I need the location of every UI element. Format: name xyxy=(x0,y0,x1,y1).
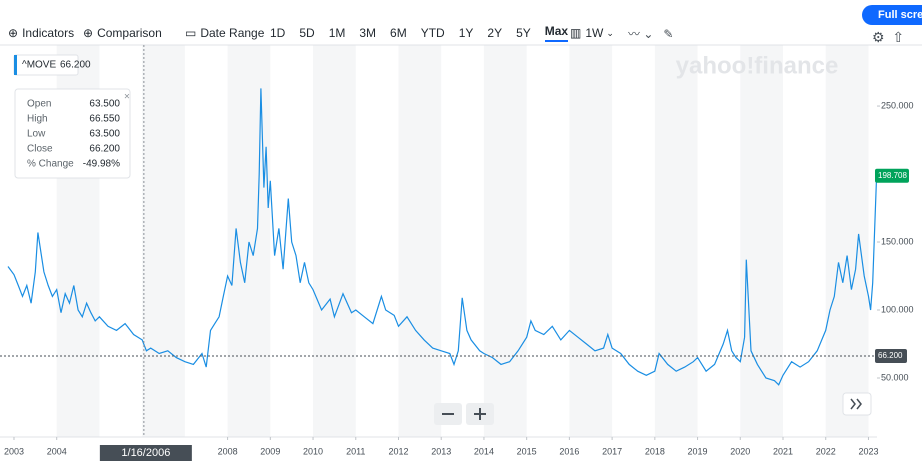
year-band xyxy=(825,45,869,437)
range-buttons: 1D 5D 1M 3M 6M YTD 1Y 2Y 5Y Max xyxy=(270,24,582,42)
year-band xyxy=(398,45,442,437)
range-button[interactable]: YTD xyxy=(420,26,445,40)
tooltip-value: -49.98% xyxy=(83,159,120,170)
scroll-end-icon xyxy=(850,398,862,410)
range-button[interactable]: 1M xyxy=(328,26,346,40)
x-tick-label: 2004 xyxy=(47,446,67,456)
x-tick-label: 2013 xyxy=(431,446,451,456)
range-button[interactable]: 3M xyxy=(359,26,377,40)
y-tick-label: 250.000 xyxy=(881,100,914,110)
indicators-button[interactable]: ⊕ Indicators xyxy=(8,26,75,40)
comparison-button[interactable]: ⊕ Comparison xyxy=(83,26,162,40)
year-band xyxy=(483,45,527,437)
y-tick-label: 150.000 xyxy=(881,236,914,246)
range-button[interactable]: 6M xyxy=(390,26,407,40)
range-button[interactable]: 5D xyxy=(299,26,315,40)
legend-symbol: ^MOVE xyxy=(22,60,56,71)
year-band xyxy=(569,45,613,437)
x-tick-label: 2019 xyxy=(688,446,708,456)
interval-button[interactable]: ▥ 1W ⌄ xyxy=(570,26,614,40)
tooltip-close: × xyxy=(124,92,130,103)
range-button[interactable]: 1Y xyxy=(458,26,474,40)
y-tick-label: 100.000 xyxy=(881,304,914,314)
year-band xyxy=(142,45,185,437)
label: Comparison xyxy=(97,26,162,40)
year-band xyxy=(740,45,784,437)
x-tick-label: 2017 xyxy=(602,446,622,456)
range-button[interactable]: 1D xyxy=(270,26,286,40)
price-line xyxy=(7,88,878,386)
x-tick-label: 2011 xyxy=(346,446,365,456)
x-tick-label: 2020 xyxy=(730,446,750,456)
x-tick-label: 2022 xyxy=(816,446,836,456)
full-screen-button[interactable]: Full screen xyxy=(862,5,922,25)
tooltip-label: % Change xyxy=(27,159,74,170)
tooltip-label: Open xyxy=(27,99,51,110)
label: Full screen xyxy=(878,9,922,21)
last-price-label: 198.708 xyxy=(878,171,907,180)
scroll-end[interactable] xyxy=(842,392,872,416)
tooltip-value: 66.200 xyxy=(89,144,120,155)
x-tick-label: 2015 xyxy=(517,446,537,456)
x-tick-label: 2008 xyxy=(218,446,238,456)
watermark: yahoo!finance xyxy=(676,52,839,79)
legend-swatch xyxy=(14,55,17,75)
date-range-button[interactable]: ▭ Date Range xyxy=(185,26,265,40)
legend-value: 66.200 xyxy=(60,60,91,71)
x-tick-label: 2018 xyxy=(645,446,665,456)
x-tick-label: 2016 xyxy=(559,446,579,456)
close-label: 66.200 xyxy=(878,351,903,360)
chart-type-button[interactable]: 〰 ⌄ ✎ xyxy=(628,26,674,41)
y-tick-label: 50.000 xyxy=(881,372,909,382)
x-tick-label: 2010 xyxy=(303,446,323,456)
year-band xyxy=(654,45,698,437)
crosshair-label-box xyxy=(99,445,192,461)
label: 1W xyxy=(585,26,604,40)
range-button[interactable]: 2Y xyxy=(487,26,503,40)
range-button[interactable]: Max xyxy=(544,24,569,42)
x-tick-label: 2014 xyxy=(474,446,494,456)
x-tick-label: 2023 xyxy=(858,446,878,456)
close-label-box xyxy=(875,348,907,363)
tooltip-value: 66.550 xyxy=(89,114,120,125)
tooltip-box xyxy=(14,88,131,179)
tooltip-value: 63.500 xyxy=(89,99,120,110)
settings-icons[interactable]: ⚙ ⇧ xyxy=(872,28,905,45)
label: Indicators xyxy=(22,26,75,40)
x-tick-label: 2012 xyxy=(388,446,408,456)
x-tick-label: 2021 xyxy=(773,446,793,456)
year-band xyxy=(313,45,356,437)
crosshair-label: 1/16/2006 xyxy=(121,447,170,459)
year-band xyxy=(227,45,271,437)
label: Date Range xyxy=(200,26,265,40)
range-button[interactable]: 5Y xyxy=(516,26,531,40)
tooltip-label: Low xyxy=(27,129,46,140)
last-price-box xyxy=(875,168,909,183)
x-tick-label: 2003 xyxy=(4,446,24,456)
tooltip-label: High xyxy=(27,114,48,125)
tooltip-label: Close xyxy=(27,144,53,155)
tooltip-value: 63.500 xyxy=(89,129,120,140)
x-tick-label: 2009 xyxy=(260,446,280,456)
